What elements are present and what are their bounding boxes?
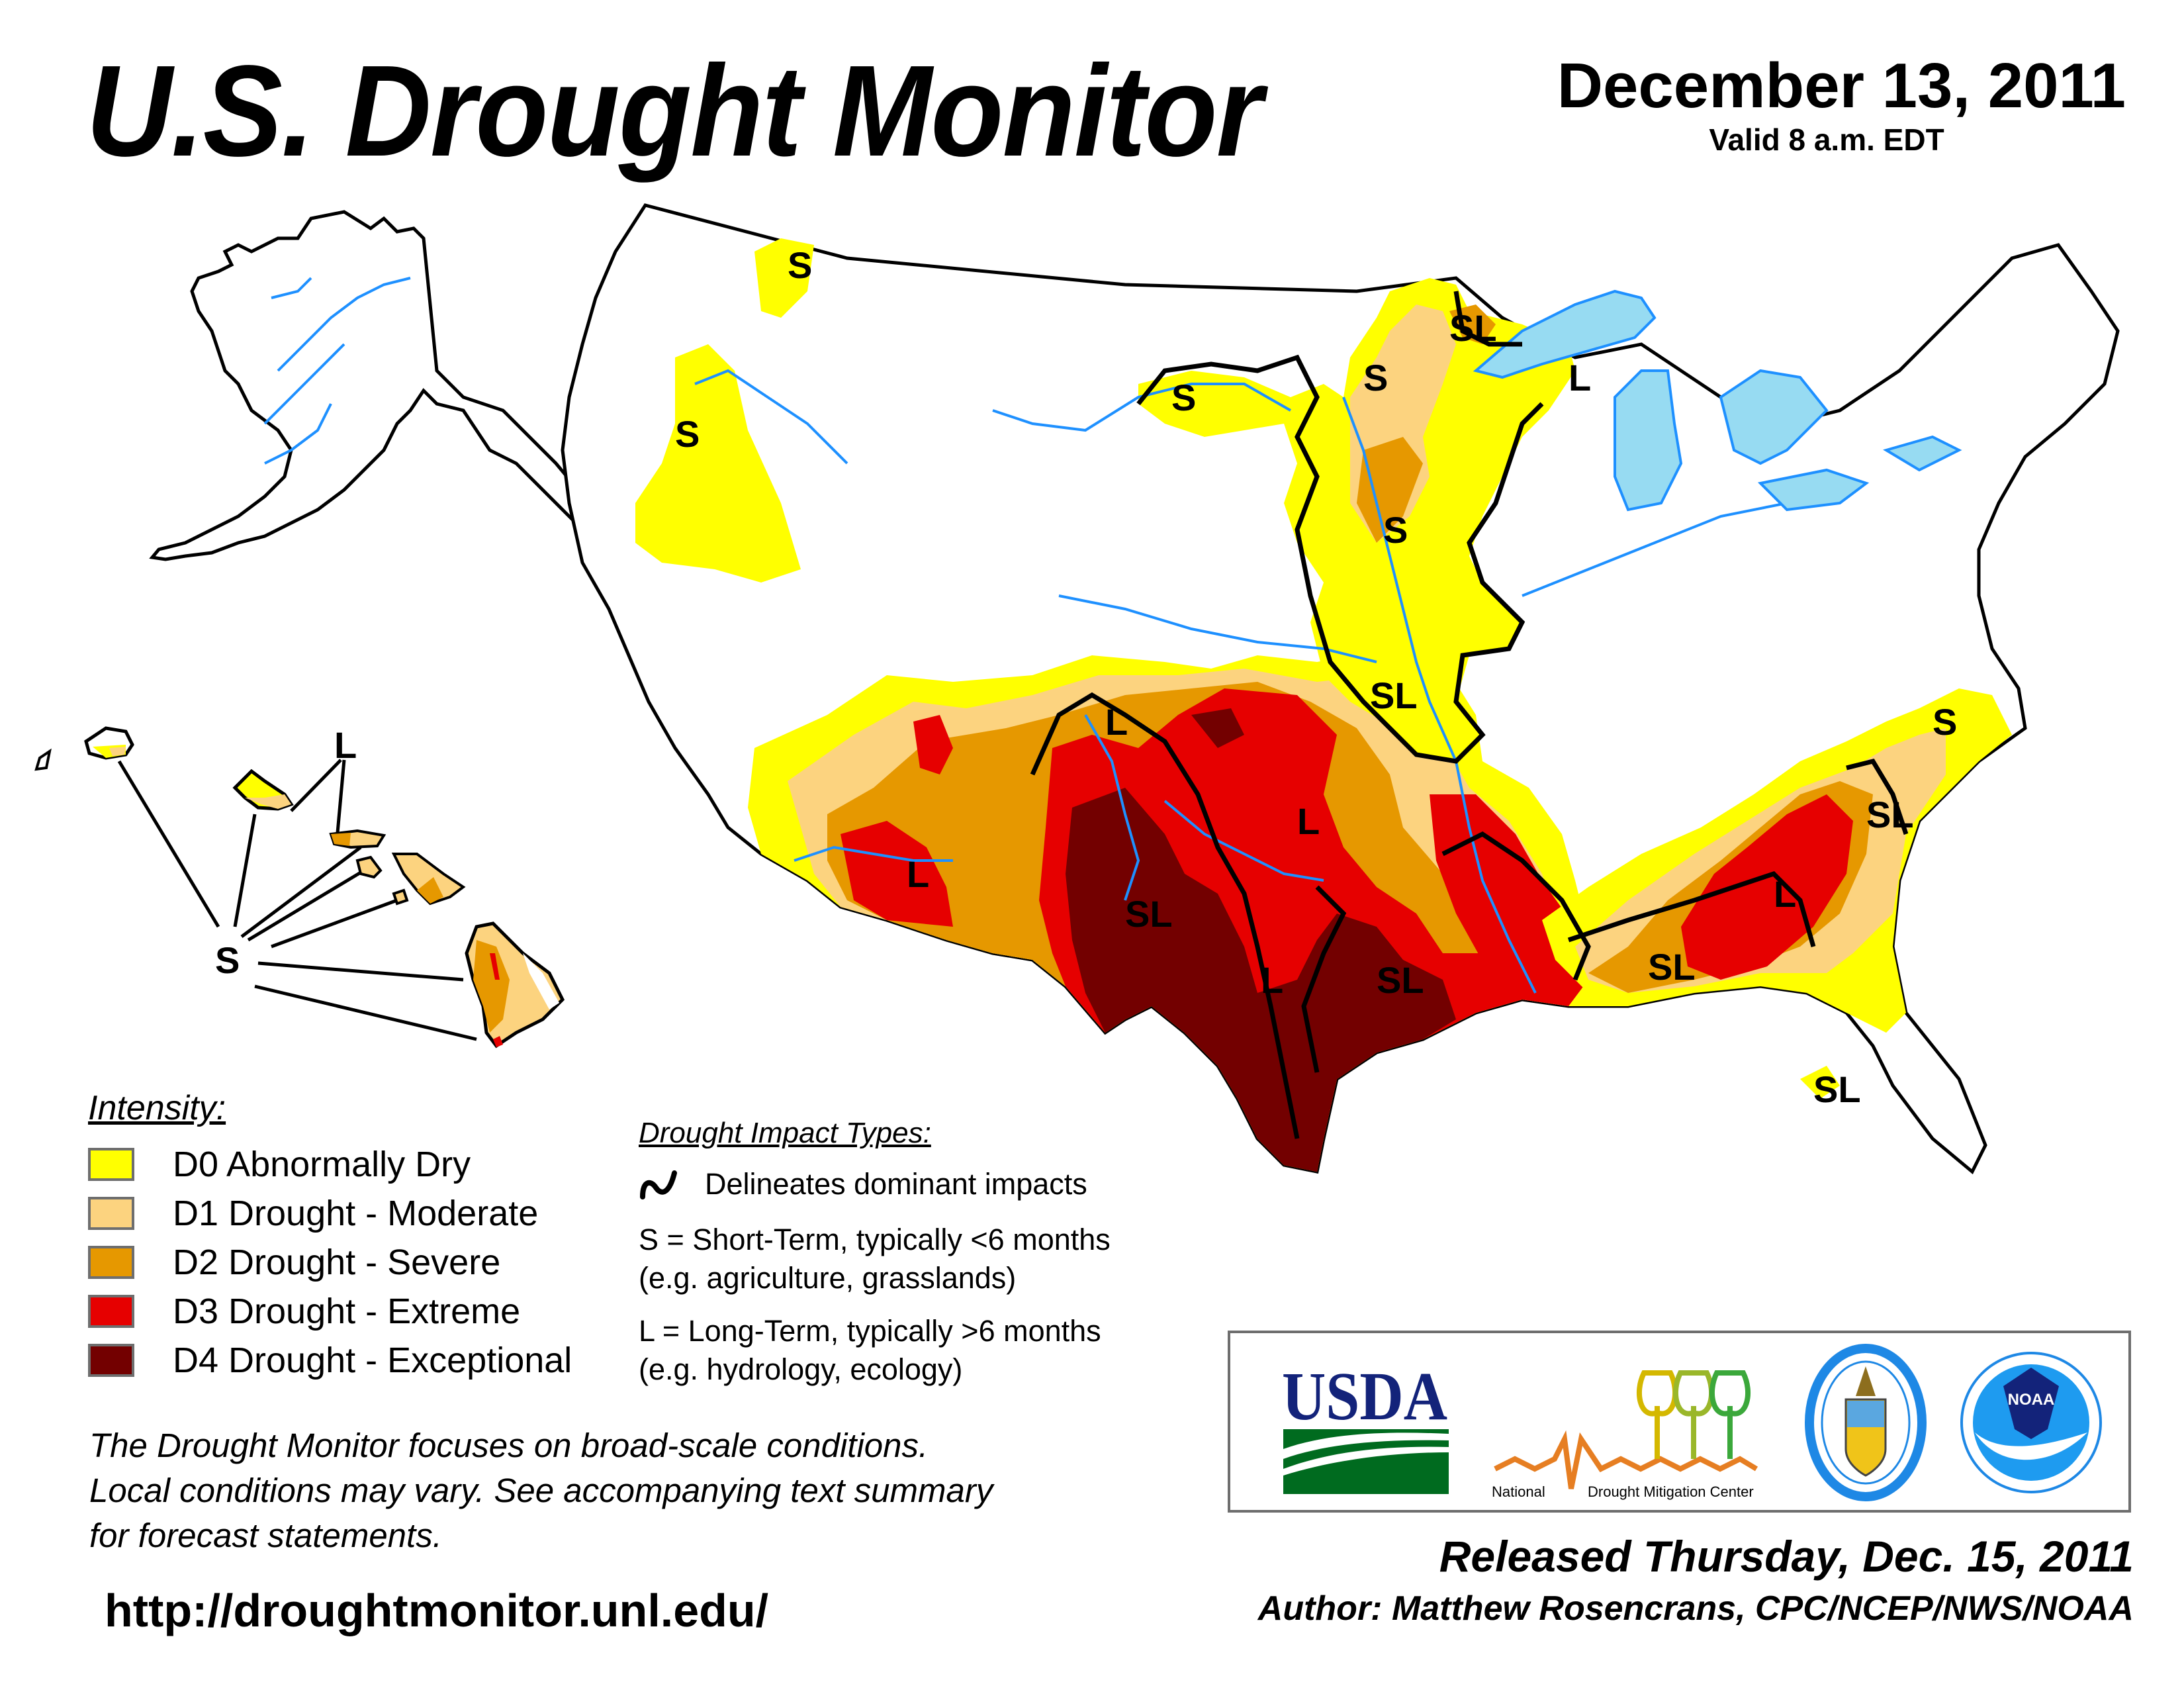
release-date: Released Thursday, Dec. 15, 2011: [1439, 1532, 2134, 1581]
impact-lines: [1030, 291, 1909, 1139]
legend-label: D3 Drought - Extreme: [173, 1291, 521, 1331]
usda-logo-text: USDA: [1282, 1358, 1447, 1434]
agency-logos: USDA National Drought Mitigation Center: [1228, 1331, 2131, 1513]
impact-long-term: L = Long-Term, typically >6 months (e.g.…: [639, 1312, 1221, 1389]
legend-item-d4: D4 Drought - Exceptional: [88, 1336, 631, 1385]
legend-label: D1 Drought - Moderate: [173, 1194, 539, 1233]
ndmc-label-left: National: [1492, 1483, 1545, 1500]
impact-label-iowa: S: [1383, 509, 1408, 551]
impact-label-central-texas: L: [1261, 959, 1283, 1001]
legend-swatch: [88, 1246, 134, 1279]
legend-item-d3: D3 Drought - Extreme: [88, 1287, 631, 1336]
valid-time: Valid 8 a.m. EDT: [1709, 122, 1944, 157]
disclaimer: The Drought Monitor focuses on broad-sca…: [89, 1423, 1214, 1558]
legend-item-d1: D1 Drought - Moderate: [88, 1189, 631, 1238]
hawaii: S L: [34, 724, 565, 1049]
logos-svg: USDA National Drought Mitigation Center: [1282, 1344, 2102, 1501]
impact-label-virginia: S: [1933, 701, 1957, 743]
noaa-logo: NOAA: [1960, 1352, 2102, 1493]
impact-types-legend: Drought Impact Types: Delineates dominan…: [639, 1119, 1221, 1403]
short-term-line1: S = Short-Term, typically <6 months: [639, 1223, 1111, 1256]
author: Author: Matthew Rosencrans, CPC/NCEP/NWS…: [1257, 1589, 2134, 1628]
rivers: [694, 369, 1788, 994]
commerce-seal: [1805, 1344, 1927, 1501]
impact-label-east-texas: SL: [1377, 959, 1424, 1001]
noaa-logo-text: NOAA: [2008, 1391, 2055, 1409]
impact-label-hawaii-l: L: [334, 724, 357, 766]
website-link[interactable]: http://droughtmonitor.unl.edu/: [105, 1585, 769, 1636]
disclaimer-line1: The Drought Monitor focuses on broad-sca…: [89, 1427, 929, 1464]
drought-areas: [635, 238, 2012, 1172]
legend-heading: Intensity:: [88, 1089, 226, 1127]
legend-swatch: [88, 1197, 134, 1230]
legend-item-d0: D0 Abnormally Dry: [88, 1140, 631, 1189]
impact-heading: Drought Impact Types:: [639, 1117, 931, 1149]
legend-item-d2: D2 Drought - Severe: [88, 1238, 631, 1287]
impact-label-florida: SL: [1813, 1068, 1861, 1110]
legend-swatch: [88, 1295, 134, 1328]
impact-short-term: S = Short-Term, typically <6 months (e.g…: [639, 1221, 1221, 1297]
impact-label-hawaii-s: S: [215, 939, 240, 981]
impact-label-oklahoma: L: [1297, 800, 1320, 842]
legend-swatch: [88, 1148, 134, 1181]
legend-label: D0 Abnormally Dry: [173, 1145, 471, 1184]
impact-label-west-texas: SL: [1125, 893, 1173, 935]
impact-label-minnesota: S: [1363, 357, 1388, 399]
short-term-line2: (e.g. agriculture, grasslands): [639, 1261, 1017, 1295]
great-lakes: [1473, 289, 1962, 512]
impact-label-oregon: S: [675, 413, 700, 455]
impact-label-wisconsin: L: [1569, 357, 1591, 399]
disclaimer-line2: Local conditions may vary. See accompany…: [89, 1472, 993, 1509]
alaska: [149, 210, 598, 561]
intensity-legend: Intensity: D0 Abnormally Dry D1 Drought …: [88, 1091, 631, 1385]
legend-label: D4 Drought - Exceptional: [173, 1340, 572, 1380]
map-date: December 13, 2011: [1557, 50, 2126, 121]
drought-map: S L: [34, 203, 2120, 1174]
impact-label-gulf-coast: SL: [1648, 946, 1696, 988]
impact-delineation-item: Delineates dominant impacts: [639, 1165, 1221, 1203]
impact-label-arrowhead: SL: [1449, 307, 1497, 349]
impact-label-arizona: L: [907, 853, 929, 895]
legend-swatch: [88, 1344, 134, 1377]
map-title: U.S. Drought Monitor: [86, 38, 1263, 183]
long-term-line1: L = Long-Term, typically >6 months: [639, 1314, 1101, 1348]
legend-label: D2 Drought - Severe: [173, 1243, 501, 1282]
impact-label-dakotas: S: [1171, 377, 1196, 418]
impact-label-idaho: S: [788, 244, 812, 286]
impact-line-icon: [640, 1170, 677, 1199]
usda-logo: USDA: [1282, 1358, 1449, 1494]
impact-delineation-label: Delineates dominant impacts: [705, 1167, 1087, 1201]
impact-label-missouri: SL: [1370, 675, 1418, 716]
ndmc-label-right: Drought Mitigation Center: [1588, 1483, 1754, 1500]
impact-label-georgia: L: [1774, 873, 1796, 915]
impact-label-carolinas: SL: [1866, 794, 1914, 835]
impact-label-new-mexico: L: [1105, 701, 1128, 743]
ndmc-logo: National Drought Mitigation Center: [1492, 1370, 1758, 1500]
impact-labels: S S S S SL L S SL L L L SL L SL SL L SL …: [675, 244, 1957, 1110]
long-term-line2: (e.g. hydrology, ecology): [639, 1352, 963, 1386]
disclaimer-line3: for forecast statements.: [89, 1517, 442, 1554]
